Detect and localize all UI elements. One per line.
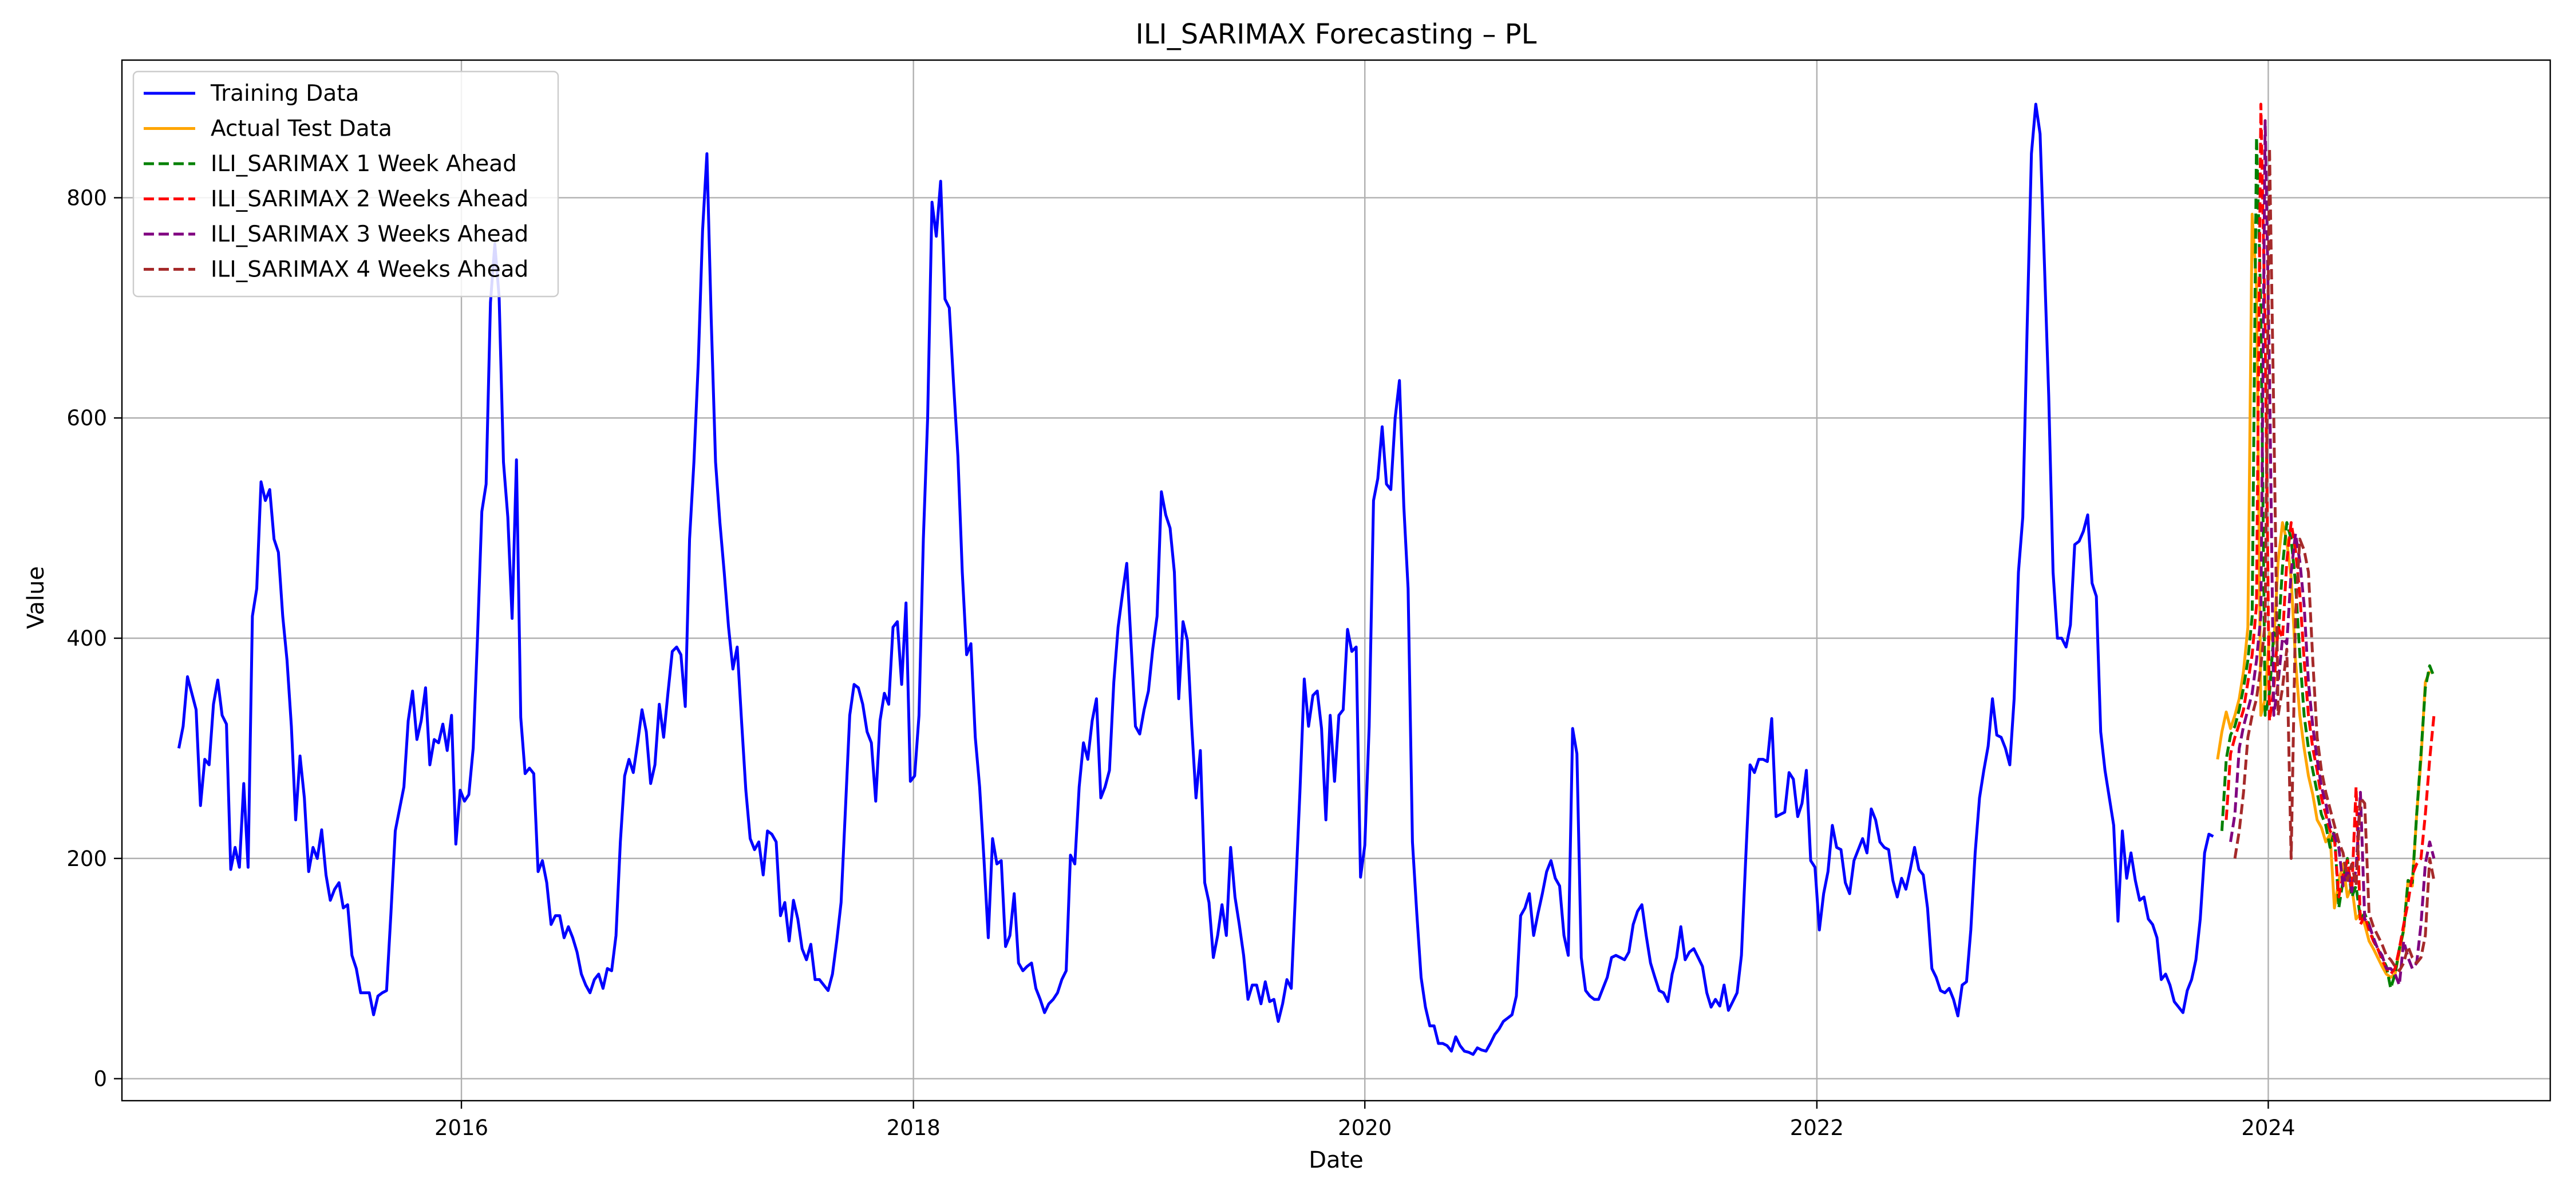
- x-tick-label-2022: 2022: [1790, 1116, 1844, 1140]
- series-lines: [177, 102, 2436, 1056]
- x-tick-label-2020: 2020: [1338, 1116, 1392, 1140]
- y-axis-label: Value: [23, 566, 49, 629]
- x-tick-label-2016: 2016: [434, 1116, 488, 1140]
- y-tick-label-400: 400: [66, 626, 107, 651]
- legend: Training Data Actual Test Data ILI_SARIMAX…: [132, 70, 559, 298]
- x-axis-label: Date: [1309, 1147, 1364, 1173]
- y-tick-label-200: 200: [66, 847, 107, 871]
- legend-label-1: Actual Test Data: [211, 116, 392, 142]
- x-tick-label-2024: 2024: [2241, 1116, 2295, 1140]
- legend-label-0: Training Data: [210, 81, 359, 106]
- grid: [122, 60, 2550, 1101]
- series-line-0: [177, 102, 2214, 1056]
- series-line-3: [2225, 102, 2436, 976]
- chart-title: ILI_SARIMAX Forecasting – PL: [1136, 18, 1537, 50]
- legend-label-4: ILI_SARIMAX 3 Weeks Ahead: [211, 222, 528, 247]
- plot-frame: [121, 59, 2551, 1102]
- y-tick-label-0: 0: [93, 1067, 107, 1092]
- series-line-4: [2229, 119, 2436, 987]
- x-axis: 2016 2018 2020 2022 2024: [434, 1101, 2296, 1140]
- legend-label-2: ILI_SARIMAX 1 Week Ahead: [211, 151, 517, 177]
- legend-box: [132, 70, 559, 298]
- legend-label-3: ILI_SARIMAX 2 Weeks Ahead: [211, 187, 528, 212]
- legend-label-5: ILI_SARIMAX 4 Weeks Ahead: [211, 257, 528, 283]
- series-line-1: [2216, 212, 2431, 979]
- series-line-5: [2233, 147, 2436, 972]
- x-tick-label-2018: 2018: [887, 1116, 941, 1140]
- y-tick-label-800: 800: [66, 185, 107, 210]
- y-tick-label-600: 600: [66, 406, 107, 430]
- y-axis: 0 200 400 600 800: [66, 185, 122, 1092]
